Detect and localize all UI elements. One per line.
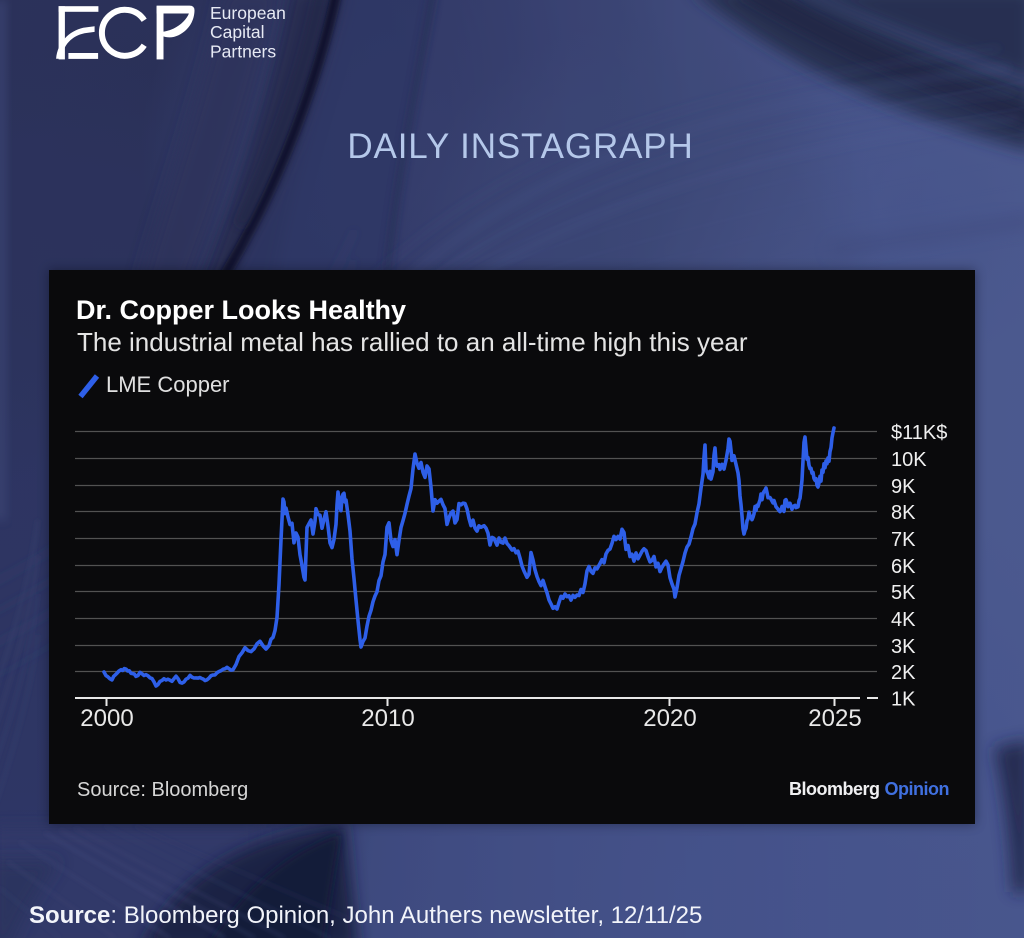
svg-text:3K: 3K [891,636,916,658]
svg-text:4K: 4K [891,609,916,631]
svg-text:8K: 8K [891,502,916,524]
svg-text:2K: 2K [891,662,916,684]
svg-text:7K: 7K [891,529,916,551]
svg-text:9K: 9K [891,476,916,498]
svg-text:Capital: Capital [210,22,264,42]
svg-text:European: European [210,3,286,23]
svg-text:2000: 2000 [80,705,133,732]
svg-text:6K: 6K [891,556,916,578]
svg-text:2010: 2010 [361,705,414,732]
svg-text:Partners: Partners [210,42,276,62]
svg-text:2025: 2025 [808,705,861,732]
svg-text:10K: 10K [891,449,927,471]
svg-text:5K: 5K [891,582,916,604]
svg-text:1K: 1K [891,688,916,710]
svg-text:$11K$: $11K$ [891,422,947,444]
svg-text:2020: 2020 [643,705,696,732]
